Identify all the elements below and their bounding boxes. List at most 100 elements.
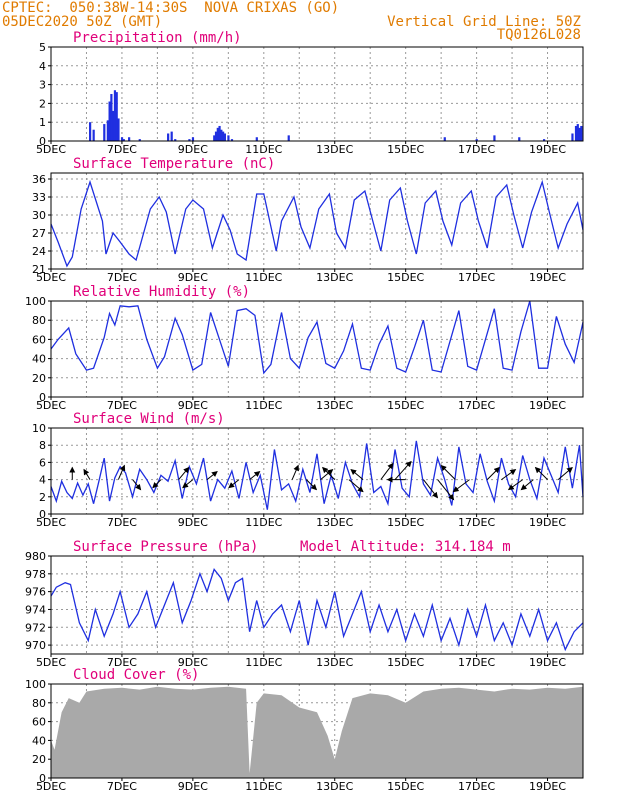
cloud-cover-xtick-label: 17DEC bbox=[458, 780, 495, 793]
precipitation-bar bbox=[188, 139, 191, 141]
precipitation-bar bbox=[255, 137, 258, 141]
pressure-xtick-label: 11DEC bbox=[245, 656, 282, 669]
precipitation-ytick-label: 3 bbox=[39, 79, 46, 92]
pressure-xtick-label: 7DEC bbox=[107, 656, 137, 669]
header-model-id: TQ0126L028 bbox=[496, 27, 581, 43]
wind-ytick-label: 8 bbox=[39, 439, 46, 452]
cloud-cover-title: Cloud Cover (%) bbox=[73, 667, 199, 683]
humidity-ytick-label: 20 bbox=[32, 372, 46, 385]
wind-ytick-label: 6 bbox=[39, 456, 46, 469]
pressure-xtick-label: 9DEC bbox=[178, 656, 208, 669]
pressure-annotation: Model Altitude: 314.184 m bbox=[300, 539, 511, 555]
wind-direction-arrow bbox=[452, 479, 470, 493]
precipitation-bar bbox=[220, 129, 223, 141]
precipitation-bar bbox=[174, 139, 177, 141]
precipitation-bar bbox=[223, 133, 226, 141]
cloud-cover-xtick-label: 9DEC bbox=[178, 780, 208, 793]
humidity-xtick-label: 13DEC bbox=[316, 399, 353, 412]
humidity-ytick-label: 0 bbox=[39, 391, 46, 404]
pressure-ytick-label: 980 bbox=[25, 550, 46, 563]
temperature-panel: 21 24 27 30 33 36 5DEC 7DEC 9DEC 11DEC 13DEC 15DEC 1… bbox=[32, 156, 584, 284]
humidity-xtick-label: 15DEC bbox=[387, 399, 424, 412]
precipitation-bar bbox=[213, 135, 216, 141]
temperature-xtick-label: 9DEC bbox=[178, 271, 208, 284]
temperature-xtick-label: 19DEC bbox=[529, 271, 566, 284]
precipitation-ytick-label: 0 bbox=[39, 135, 46, 148]
precipitation-bar bbox=[106, 120, 109, 141]
temperature-xtick-label: 11DEC bbox=[245, 271, 282, 284]
temperature-ytick-label: 36 bbox=[32, 173, 46, 186]
precipitation-ytick-label: 4 bbox=[39, 60, 46, 73]
humidity-frame bbox=[50, 300, 584, 398]
cloud-cover-ytick-label: 80 bbox=[32, 697, 46, 710]
temperature-xtick-label: 13DEC bbox=[316, 271, 353, 284]
wind-direction-arrow bbox=[501, 469, 517, 481]
precipitation-bar bbox=[122, 139, 125, 141]
precipitation-bar bbox=[576, 124, 579, 141]
humidity-title: Relative Humidity (%) bbox=[73, 284, 250, 300]
wind-direction-arrow bbox=[178, 466, 190, 480]
temperature-line bbox=[50, 179, 584, 268]
wind-ytick-label: 10 bbox=[32, 422, 46, 435]
precipitation-bar bbox=[287, 135, 290, 141]
wind-direction-arrow bbox=[557, 466, 573, 480]
precipitation-bar bbox=[167, 133, 170, 141]
humidity-ytick-label: 40 bbox=[32, 353, 46, 366]
pressure-line bbox=[50, 568, 584, 652]
wind-direction-arrow bbox=[437, 479, 455, 501]
precipitation-bar bbox=[108, 101, 111, 141]
precipitation-bar bbox=[92, 129, 95, 141]
wind-direction-arrow bbox=[182, 479, 194, 489]
precipitation-bar bbox=[443, 137, 446, 141]
pressure-frame bbox=[50, 555, 584, 655]
precipitation-bar bbox=[542, 139, 546, 141]
wind-ytick-label: 0 bbox=[39, 508, 46, 521]
precipitation-ytick-label: 2 bbox=[39, 97, 46, 110]
cloud-cover-ytick-label: 20 bbox=[32, 753, 46, 766]
humidity-panel: 0 20 40 60 80 100 5DEC 7DEC 9DEC 11DEC 13DEC 15DEC 1… bbox=[25, 284, 584, 412]
wind-direction-arrow bbox=[486, 466, 500, 480]
wind-direction-arrow bbox=[394, 460, 412, 480]
wind-xtick-label: 15DEC bbox=[387, 516, 424, 529]
pressure-ytick-label: 976 bbox=[25, 586, 46, 599]
temperature-ytick-label: 21 bbox=[32, 263, 46, 276]
temperature-ytick-label: 24 bbox=[32, 245, 46, 258]
humidity-line bbox=[50, 300, 584, 375]
wind-panel: 0 2 4 6 8 10 5DEC 7DEC 9DEC 11DEC 13DEC 15DEC 17DEC 1… bbox=[32, 411, 584, 529]
pressure-ytick-label: 974 bbox=[25, 603, 46, 616]
precipitation-bar bbox=[112, 110, 115, 141]
wind-title: Surface Wind (m/s) bbox=[73, 411, 225, 427]
cloud-cover-xtick-label: 5DEC bbox=[36, 780, 66, 793]
precipitation-bar bbox=[580, 125, 583, 141]
temperature-ytick-label: 33 bbox=[32, 191, 46, 204]
precipitation-bar bbox=[518, 137, 521, 141]
wind-direction-arrow bbox=[249, 470, 261, 480]
precipitation-bar bbox=[571, 133, 574, 141]
precipitation-bar bbox=[216, 127, 219, 141]
wind-xtick-label: 5DEC bbox=[36, 516, 66, 529]
pressure-xtick-label: 13DEC bbox=[316, 656, 353, 669]
pressure-panel: 970 972 974 976 978 980 5DEC 7DEC 9DEC 11DEC 13DEC… bbox=[25, 539, 584, 669]
wind-xtick-label: 7DEC bbox=[107, 516, 137, 529]
cloud-cover-panel: 0 20 40 60 80 100 5DEC 7DEC 9DEC 11DEC 13DEC 15DEC 1… bbox=[25, 667, 584, 793]
cloud-cover-area bbox=[51, 686, 583, 778]
precipitation-xtick-label: 15DEC bbox=[387, 143, 424, 156]
temperature-title: Surface Temperature (nC) bbox=[73, 156, 275, 172]
precipitation-bar bbox=[493, 135, 496, 141]
precipitation-frame bbox=[50, 46, 584, 142]
pressure-xtick-label: 19DEC bbox=[529, 656, 566, 669]
humidity-xtick-label: 7DEC bbox=[107, 399, 137, 412]
precipitation-xtick-label: 17DEC bbox=[458, 143, 495, 156]
wind-direction-arrow bbox=[534, 466, 548, 480]
precipitation-bar bbox=[110, 94, 113, 141]
wind-direction-arrow bbox=[132, 479, 142, 491]
precipitation-xtick-label: 9DEC bbox=[178, 143, 208, 156]
cloud-cover-xtick-label: 7DEC bbox=[107, 780, 137, 793]
cloud-cover-ytick-label: 100 bbox=[25, 678, 46, 691]
humidity-ytick-label: 60 bbox=[32, 333, 46, 346]
wind-line bbox=[50, 440, 584, 510]
cloud-cover-xtick-label: 11DEC bbox=[245, 780, 282, 793]
wind-direction-arrow bbox=[117, 464, 126, 480]
pressure-ytick-label: 970 bbox=[25, 639, 46, 652]
